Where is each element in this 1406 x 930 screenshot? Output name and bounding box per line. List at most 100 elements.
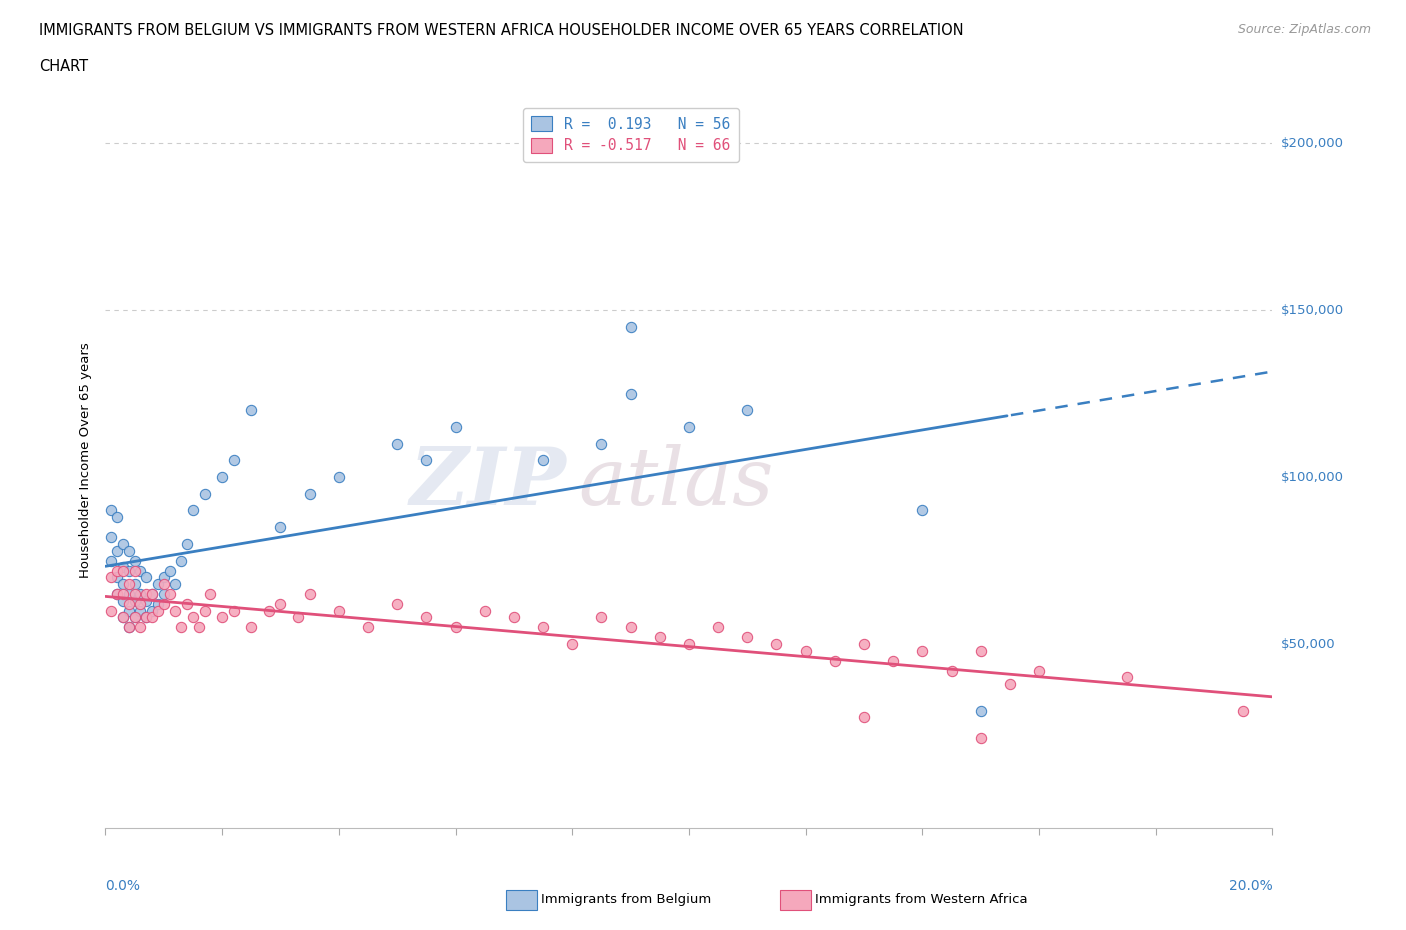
Point [969,703,991,718]
Point [124,610,146,625]
Point [287,610,309,625]
Point [1232,703,1254,718]
Point [159,564,181,578]
Point [941,663,963,678]
Point [998,677,1021,692]
Text: Source: ZipAtlas.com: Source: ZipAtlas.com [1237,23,1371,36]
Point [159,587,181,602]
Point [269,520,292,535]
Point [1028,663,1050,678]
Point [146,596,169,611]
Point [111,564,134,578]
Text: 20.0%: 20.0% [1229,879,1272,893]
Point [118,587,141,602]
Point [737,630,759,644]
Point [648,630,671,644]
Point [135,593,157,608]
Point [794,644,817,658]
Point [531,620,554,635]
Legend: R =  0.193   N = 56, R = -0.517   N = 66: R = 0.193 N = 56, R = -0.517 N = 66 [523,108,738,162]
Point [129,620,152,635]
Point [124,577,146,591]
Point [100,503,122,518]
Point [135,587,157,602]
Point [152,596,174,611]
Text: $50,000: $50,000 [1281,638,1336,650]
Point [141,610,163,625]
Text: $150,000: $150,000 [1281,303,1344,316]
Point [152,577,174,591]
Point [111,537,134,551]
Point [328,604,350,618]
Text: IMMIGRANTS FROM BELGIUM VS IMMIGRANTS FROM WESTERN AFRICA HOUSEHOLDER INCOME OVE: IMMIGRANTS FROM BELGIUM VS IMMIGRANTS FR… [39,23,965,38]
Point [444,419,467,434]
Point [415,610,437,625]
Text: $200,000: $200,000 [1281,137,1344,150]
Point [118,604,141,618]
Point [111,587,134,602]
Point [969,730,991,745]
Point [502,610,524,625]
Point [141,587,163,602]
Point [152,570,174,585]
Point [146,577,169,591]
Point [211,470,233,485]
Point [257,604,280,618]
Point [124,564,146,578]
Point [100,604,122,618]
Point [165,577,187,591]
Point [129,564,152,578]
Point [385,596,408,611]
Y-axis label: Householder Income Over 65 years: Householder Income Over 65 years [79,342,93,578]
Point [170,620,193,635]
Point [1115,670,1137,684]
Point [105,564,128,578]
Point [298,587,321,602]
Point [141,604,163,618]
Point [474,604,496,618]
Point [105,543,128,558]
Point [619,319,641,334]
Point [111,577,134,591]
Point [765,637,787,652]
Point [561,637,583,652]
Point [176,537,198,551]
Point [118,620,141,635]
Point [118,564,141,578]
Point [135,570,157,585]
Point [591,610,613,625]
Point [135,610,157,625]
Point [852,711,875,725]
Point [619,620,641,635]
Text: Immigrants from Western Africa: Immigrants from Western Africa [815,893,1028,906]
Point [240,620,263,635]
Point [200,587,222,602]
Point [124,587,146,602]
Point [124,610,146,625]
Point [129,604,152,618]
Point [111,593,134,608]
Point [531,453,554,468]
Point [222,453,245,468]
Text: CHART: CHART [39,59,89,73]
Point [211,610,233,625]
Point [737,403,759,418]
Point [444,620,467,635]
Text: $100,000: $100,000 [1281,471,1344,484]
Point [591,436,613,451]
Point [187,620,209,635]
Point [176,596,198,611]
Point [129,587,152,602]
Point [882,653,904,668]
Point [129,596,152,611]
Point [100,553,122,568]
Point [194,604,217,618]
Point [135,610,157,625]
Point [181,503,204,518]
Point [385,436,408,451]
Point [100,570,122,585]
Point [118,543,141,558]
Point [707,620,730,635]
Point [181,610,204,625]
Text: 0.0%: 0.0% [105,879,141,893]
